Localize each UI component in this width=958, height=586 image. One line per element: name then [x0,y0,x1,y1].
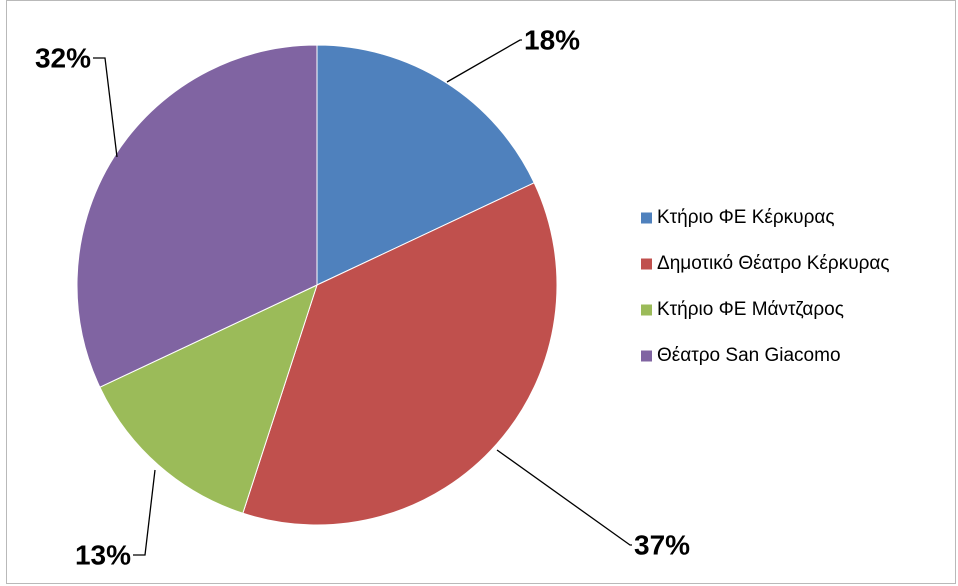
data-label-4: 32% [35,42,91,73]
legend-item-2: Δημοτικό Θέατρο Κέρκυρας [641,253,890,274]
legend-label-2: Δημοτικό Θέατρο Κέρκυρας [657,253,890,274]
pie-slices [76,44,558,526]
data-label-1: 18% [524,24,580,55]
data-labels: 18% 37% 13% 32% [35,24,690,570]
leader-line-1 [446,39,522,83]
pie-slice-2 [242,182,558,526]
legend-swatch-3 [641,304,652,316]
legend: Κτήριο ΦΕ Κέρκυρας Δημοτικό Θέατρο Κέρκυρ… [641,207,890,366]
data-label-3: 13% [75,539,131,570]
legend-swatch-4 [641,350,652,362]
legend-item-3: Κτήριο ΦΕ Μάντζαρος [641,299,844,320]
legend-swatch-2 [641,258,652,270]
data-label-2: 37% [634,529,690,560]
pie-slice-4 [76,44,318,388]
pie-slice-3 [99,284,318,514]
legend-item-1: Κτήριο ΦΕ Κέρκυρας [641,207,835,228]
leader-lines [93,39,632,556]
legend-label-4: Θέατρο San Giacomo [657,345,841,366]
legend-label-1: Κτήριο ΦΕ Κέρκυρας [657,207,835,228]
leader-line-3 [133,469,156,556]
legend-item-4: Θέατρο San Giacomo [641,345,841,366]
pie-slice-1 [316,44,535,286]
leader-line-2 [496,449,632,546]
legend-swatch-1 [641,212,652,224]
leader-line-4 [93,57,118,158]
legend-label-3: Κτήριο ΦΕ Μάντζαρος [657,299,844,320]
